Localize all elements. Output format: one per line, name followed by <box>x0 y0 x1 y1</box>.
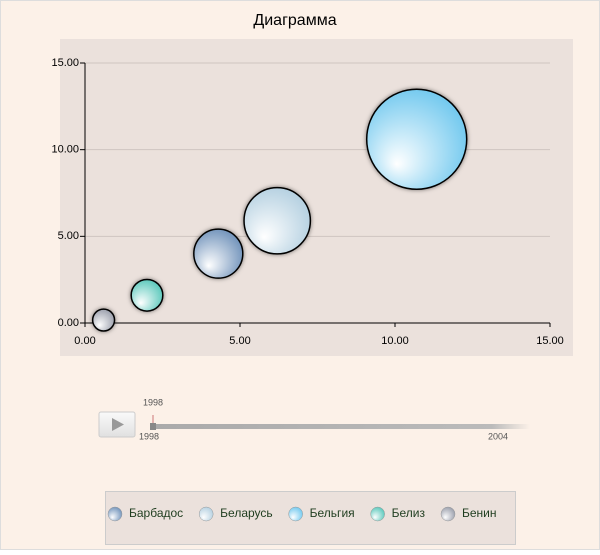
start-label: 1998 <box>139 431 159 441</box>
current-label: 1998 <box>143 397 163 407</box>
x-tick-label: 15.00 <box>536 335 564 347</box>
legend-label: Беларусь <box>220 506 272 520</box>
legend-marker <box>107 506 123 522</box>
bubble <box>243 186 312 255</box>
end-label: 2004 <box>488 431 508 441</box>
legend-marker <box>198 506 214 522</box>
x-tick-label: 0.00 <box>74 335 95 347</box>
slider-thumb[interactable] <box>150 423 156 430</box>
bubble <box>193 228 244 279</box>
play-icon <box>112 418 124 431</box>
y-tick-label: 15.00 <box>51 57 79 69</box>
timeline: 1998 1998 2004 <box>98 397 530 441</box>
bubble <box>130 278 164 312</box>
legend-marker <box>440 506 456 522</box>
plot-area <box>60 39 573 356</box>
legend-label: Барбадос <box>129 506 183 520</box>
bubble <box>365 88 468 191</box>
legend-marker <box>288 506 303 522</box>
legend-label: Бенин <box>462 506 497 520</box>
legend-marker <box>370 506 385 522</box>
chart-title: Диаграмма <box>253 12 336 29</box>
x-tick-label: 10.00 <box>381 335 409 347</box>
bubble <box>91 308 116 332</box>
x-tick-label: 5.00 <box>229 335 250 347</box>
y-tick-label: 0.00 <box>58 317 79 329</box>
legend-label: Белиз <box>392 506 426 520</box>
slider-track[interactable] <box>150 424 530 429</box>
y-tick-label: 5.00 <box>58 230 79 242</box>
y-tick-label: 10.00 <box>51 144 79 156</box>
legend-label: Бельгия <box>310 506 355 520</box>
